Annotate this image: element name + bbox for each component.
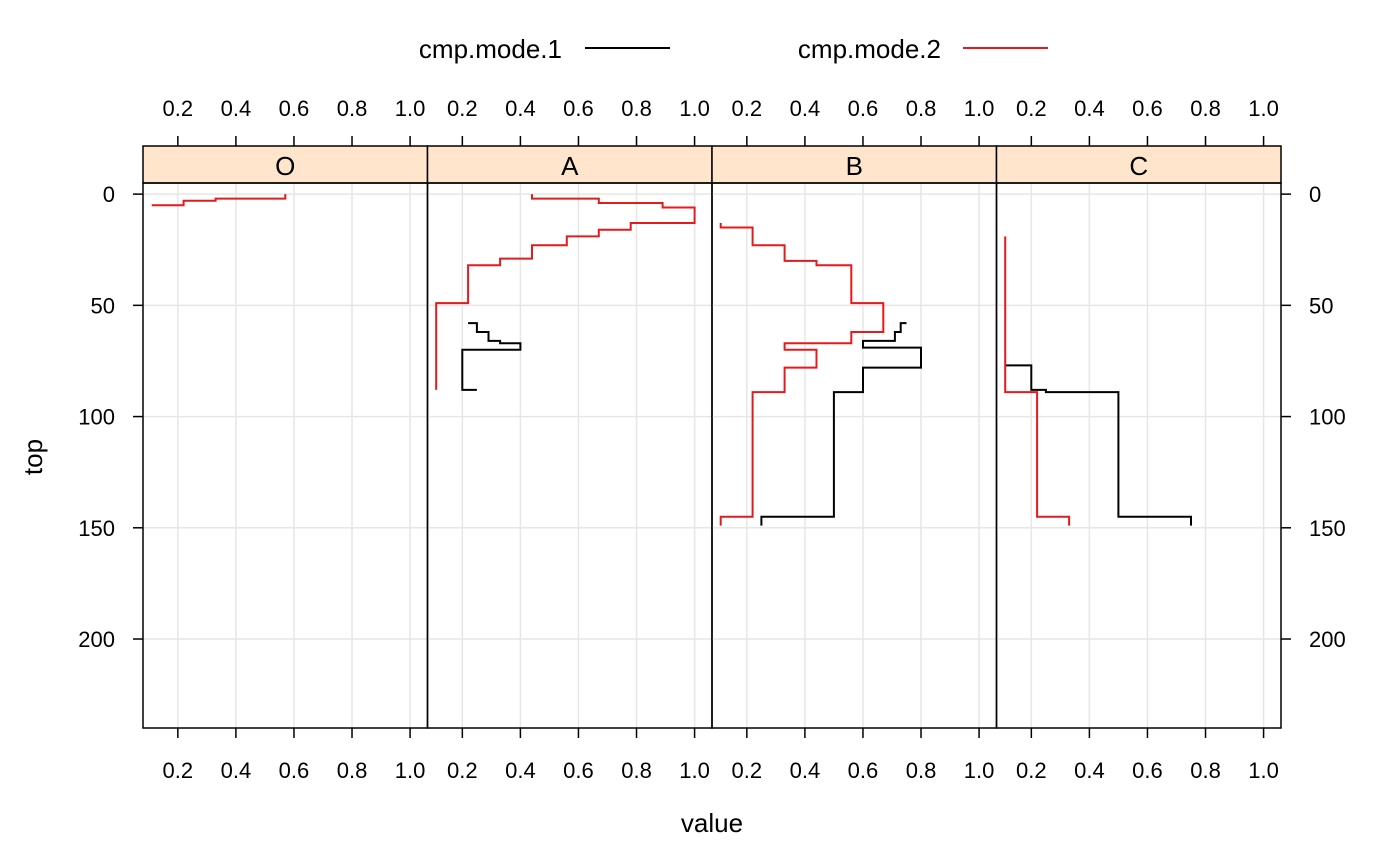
y-tick-label-right: 100	[1309, 405, 1346, 430]
panel-frame-O	[142, 182, 429, 729]
x-tick-label-bottom: 0.2	[447, 758, 478, 783]
y-tick-label-left: 150	[78, 516, 115, 541]
x-tick-label-top: 0.6	[563, 96, 594, 121]
panel-A: A 0.2 0.2 0.4 0.4 0.6 0.6 0.8 0.8 1.0 1.0	[426, 96, 713, 783]
y-tick-label-left: 100	[78, 405, 115, 430]
x-tick-label-top: 0.8	[621, 96, 652, 121]
x-tick-label-bottom: 0.4	[505, 758, 536, 783]
x-tick-label-bottom: 0.8	[906, 758, 937, 783]
series-line-2-A	[435, 194, 696, 390]
x-tick-label-bottom: 0.2	[732, 758, 763, 783]
x-tick-label-bottom: 0.6	[1132, 758, 1163, 783]
x-tick-label-top: 1.0	[964, 96, 995, 121]
series-line-1-B	[760, 322, 922, 526]
x-tick-label-top: 0.6	[1132, 96, 1163, 121]
x-tick-label-bottom: 0.6	[563, 758, 594, 783]
panel-frame-C	[995, 182, 1282, 729]
x-tick-label-bottom: 0.2	[1016, 758, 1047, 783]
x-tick-label-top: 0.4	[505, 96, 536, 121]
x-axis-label: value	[681, 808, 743, 838]
strip-C	[995, 145, 1282, 184]
strip-label-A: A	[561, 151, 579, 181]
legend-label-series-2: cmp.mode.2	[798, 34, 941, 64]
series-line-1-A	[461, 322, 522, 391]
panel-C: C 0.2 0.2 0.4 0.4 0.6 0.6 0.8 0.8 1.0 1.0	[995, 96, 1282, 783]
x-tick-label-bottom: 1.0	[395, 758, 426, 783]
x-tick-label-bottom: 1.0	[1248, 758, 1279, 783]
y-tick-label-right: 50	[1309, 293, 1333, 318]
x-tick-label-bottom: 1.0	[679, 758, 710, 783]
x-tick-label-top: 0.8	[337, 96, 368, 121]
x-tick-label-bottom: 0.6	[279, 758, 310, 783]
y-tick-label-right: 200	[1309, 627, 1346, 652]
y-tick-label-right: 0	[1309, 182, 1321, 207]
strip-A	[426, 145, 713, 184]
y-tick-label-left: 50	[91, 293, 115, 318]
strip-B	[711, 145, 998, 184]
panel-O: O 0.2 0.2 0.4 0.4 0.6 0.6 0.8 0.8 1.0 1.0	[142, 96, 429, 783]
x-tick-label-top: 0.2	[163, 96, 194, 121]
series-line-1-C	[1005, 364, 1192, 526]
x-tick-label-bottom: 0.6	[848, 758, 879, 783]
x-tick-label-top: 0.6	[848, 96, 879, 121]
series-line-2-O	[151, 194, 287, 207]
x-tick-label-bottom: 0.8	[1190, 758, 1221, 783]
x-tick-label-top: 1.0	[1248, 96, 1279, 121]
strip-label-B: B	[846, 151, 863, 181]
series-line-2-B	[719, 223, 885, 526]
x-tick-label-top: 0.2	[447, 96, 478, 121]
x-tick-label-top: 0.8	[1190, 96, 1221, 121]
strip-label-O: O	[275, 151, 295, 181]
x-tick-label-bottom: 0.2	[163, 758, 194, 783]
x-tick-label-bottom: 0.4	[1074, 758, 1105, 783]
legend: cmp.mode.1 cmp.mode.2	[419, 34, 1048, 64]
panel-frame-B	[711, 182, 998, 729]
x-tick-label-top: 0.8	[906, 96, 937, 121]
strip-O	[142, 145, 429, 184]
y-axis-label: top	[18, 439, 48, 475]
x-tick-label-top: 1.0	[679, 96, 710, 121]
y-tick-label-right: 150	[1309, 516, 1346, 541]
strip-label-C: C	[1129, 151, 1148, 181]
x-tick-label-top: 0.4	[221, 96, 252, 121]
x-tick-label-top: 0.2	[1016, 96, 1047, 121]
x-tick-label-bottom: 0.4	[790, 758, 821, 783]
y-tick-label-left: 0	[103, 182, 115, 207]
x-tick-label-top: 0.6	[279, 96, 310, 121]
x-tick-label-top: 1.0	[395, 96, 426, 121]
panel-B: B 0.2 0.2 0.4 0.4 0.6 0.6 0.8 0.8 1.0 1.0	[711, 96, 998, 783]
x-tick-label-top: 0.2	[732, 96, 763, 121]
x-tick-label-top: 0.4	[1074, 96, 1105, 121]
y-tick-label-left: 200	[78, 627, 115, 652]
x-tick-label-top: 0.4	[790, 96, 821, 121]
series-line-2-C	[1004, 236, 1071, 526]
x-tick-label-bottom: 0.4	[221, 758, 252, 783]
x-tick-label-bottom: 1.0	[964, 758, 995, 783]
panels: O 0.2 0.2 0.4 0.4 0.6 0.6 0.8 0.8 1.0 1.0 A 0.2 0.2 0.…	[78, 96, 1345, 783]
x-tick-label-bottom: 0.8	[621, 758, 652, 783]
x-tick-label-bottom: 0.8	[337, 758, 368, 783]
legend-label-series-1: cmp.mode.1	[419, 34, 562, 64]
